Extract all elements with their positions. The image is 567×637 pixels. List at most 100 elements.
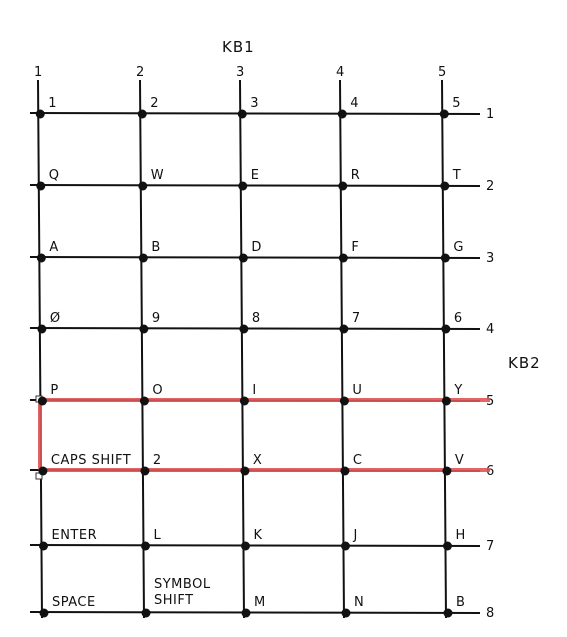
key-label: 8 (252, 311, 261, 326)
kb2-label: KB2 (508, 354, 541, 372)
junction-dot (439, 109, 449, 119)
junction-dot (138, 181, 148, 191)
column-number-3: 3 (236, 65, 244, 80)
key-label: ENTER (51, 528, 97, 543)
row-number-4: 4 (486, 322, 494, 337)
key-label: 2 (153, 453, 162, 468)
junction-dot (340, 541, 350, 551)
junction-dot (337, 109, 347, 119)
junction-dot (237, 109, 247, 119)
row-number-8: 8 (486, 606, 494, 621)
column-number-1: 1 (34, 65, 42, 80)
key-label: Y (453, 383, 462, 398)
junction-dot (39, 608, 49, 618)
column-line-5 (441, 79, 447, 619)
row-number-5: 5 (486, 394, 494, 409)
kb1-label: KB1 (222, 38, 255, 56)
key-label: B (151, 240, 160, 255)
row-line-1 (29, 112, 481, 115)
key-label: SHIFT (154, 593, 194, 608)
junction-dot (138, 253, 148, 263)
key-label: A (49, 240, 58, 255)
junction-dot (38, 541, 48, 551)
junction-dot (38, 466, 48, 476)
junction-dot (339, 396, 349, 406)
row-line-4 (29, 327, 481, 330)
key-label: D (251, 240, 262, 255)
junction-dot (139, 396, 149, 406)
key-label: 5 (452, 96, 461, 111)
key-label: V (455, 453, 464, 468)
key-label: J (352, 528, 357, 543)
key-label: P (50, 383, 58, 398)
key-label: Ø (50, 311, 61, 326)
key-label: C (353, 453, 363, 468)
key-label: F (351, 240, 359, 255)
column-number-2: 2 (136, 65, 144, 80)
junction-dot (338, 253, 348, 263)
row-line-7 (29, 544, 481, 547)
key-label: W (151, 168, 164, 183)
key-label: 3 (250, 96, 259, 111)
junction-dot (239, 324, 249, 334)
key-label: B (456, 595, 465, 610)
junction-dot (36, 181, 46, 191)
column-line-4 (339, 79, 345, 619)
junction-dot (440, 253, 450, 263)
key-label: 9 (152, 311, 161, 326)
key-label: 4 (350, 96, 359, 111)
junction-dot (440, 181, 450, 191)
column-line-1 (37, 79, 43, 619)
row-number-2: 2 (486, 179, 494, 194)
junction-dot (341, 608, 351, 618)
column-number-5: 5 (438, 65, 446, 80)
key-label: N (354, 595, 364, 610)
junction-dot (239, 396, 249, 406)
key-label: T (452, 168, 461, 183)
row-line-8 (29, 611, 481, 614)
key-label: R (351, 168, 361, 183)
column-line-2 (139, 79, 145, 619)
junction-dot (141, 608, 151, 618)
junction-dot (441, 396, 451, 406)
row-line-3 (29, 256, 481, 259)
key-label: 7 (352, 311, 361, 326)
key-label: O (152, 383, 163, 398)
junction-dot (238, 181, 248, 191)
key-label: E (251, 168, 260, 183)
junction-dot (441, 324, 451, 334)
junction-dot (37, 324, 47, 334)
junction-dot (37, 396, 47, 406)
key-label: X (253, 453, 262, 468)
key-label: CAPS SHIFT (51, 453, 131, 468)
row-line-2 (29, 184, 481, 187)
junction-dot (238, 253, 248, 263)
key-label: 2 (150, 96, 159, 111)
key-label: G (453, 240, 464, 255)
junction-dot (240, 541, 250, 551)
junction-dot (241, 608, 251, 618)
row-number-7: 7 (486, 539, 494, 554)
key-label: 1 (48, 96, 57, 111)
junction-dot (36, 253, 46, 263)
row-number-3: 3 (486, 251, 494, 266)
key-label: Q (49, 168, 60, 183)
key-label: 6 (454, 311, 463, 326)
key-label: SYMBOL (154, 577, 211, 592)
junction-dot (140, 541, 150, 551)
junction-dot (140, 466, 150, 476)
row-number-6: 6 (486, 464, 494, 479)
junction-dot (443, 608, 453, 618)
row-number-1: 1 (486, 107, 494, 122)
key-label: H (455, 528, 465, 543)
junction-dot (240, 466, 250, 476)
key-label: L (153, 528, 161, 543)
junction-dot (339, 324, 349, 334)
key-label: K (253, 528, 262, 543)
key-label: I (252, 383, 256, 398)
key-label: U (352, 383, 362, 398)
junction-dot (35, 109, 45, 119)
column-line-3 (239, 79, 245, 619)
